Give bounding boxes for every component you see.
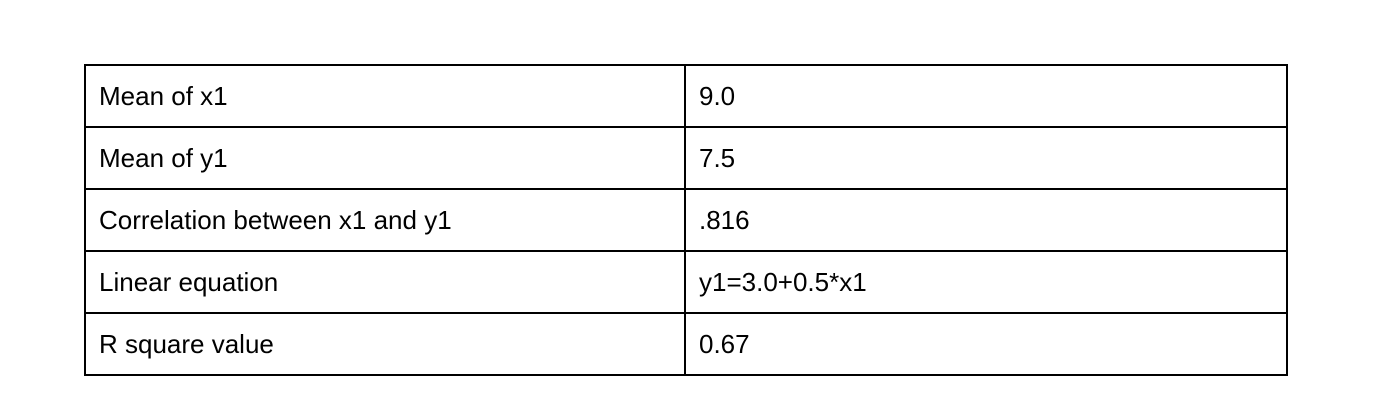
statistics-table: Mean of x1 9.0 Mean of y1 7.5 Correlatio… [84,64,1288,376]
row-label: Correlation between x1 and y1 [84,188,686,252]
statistics-table-body: Mean of x1 9.0 Mean of y1 7.5 Correlatio… [84,64,1288,376]
row-value: 0.67 [684,312,1288,376]
row-value: .816 [684,188,1288,252]
table-row: Linear equation y1=3.0+0.5*x1 [84,250,1288,314]
row-label: Mean of x1 [84,64,686,128]
row-value: 9.0 [684,64,1288,128]
row-value: 7.5 [684,126,1288,190]
table-row: R square value 0.67 [84,312,1288,376]
row-value: y1=3.0+0.5*x1 [684,250,1288,314]
table-row: Correlation between x1 and y1 .816 [84,188,1288,252]
row-label: Linear equation [84,250,686,314]
row-label: R square value [84,312,686,376]
table-row: Mean of x1 9.0 [84,64,1288,128]
row-label: Mean of y1 [84,126,686,190]
table-row: Mean of y1 7.5 [84,126,1288,190]
